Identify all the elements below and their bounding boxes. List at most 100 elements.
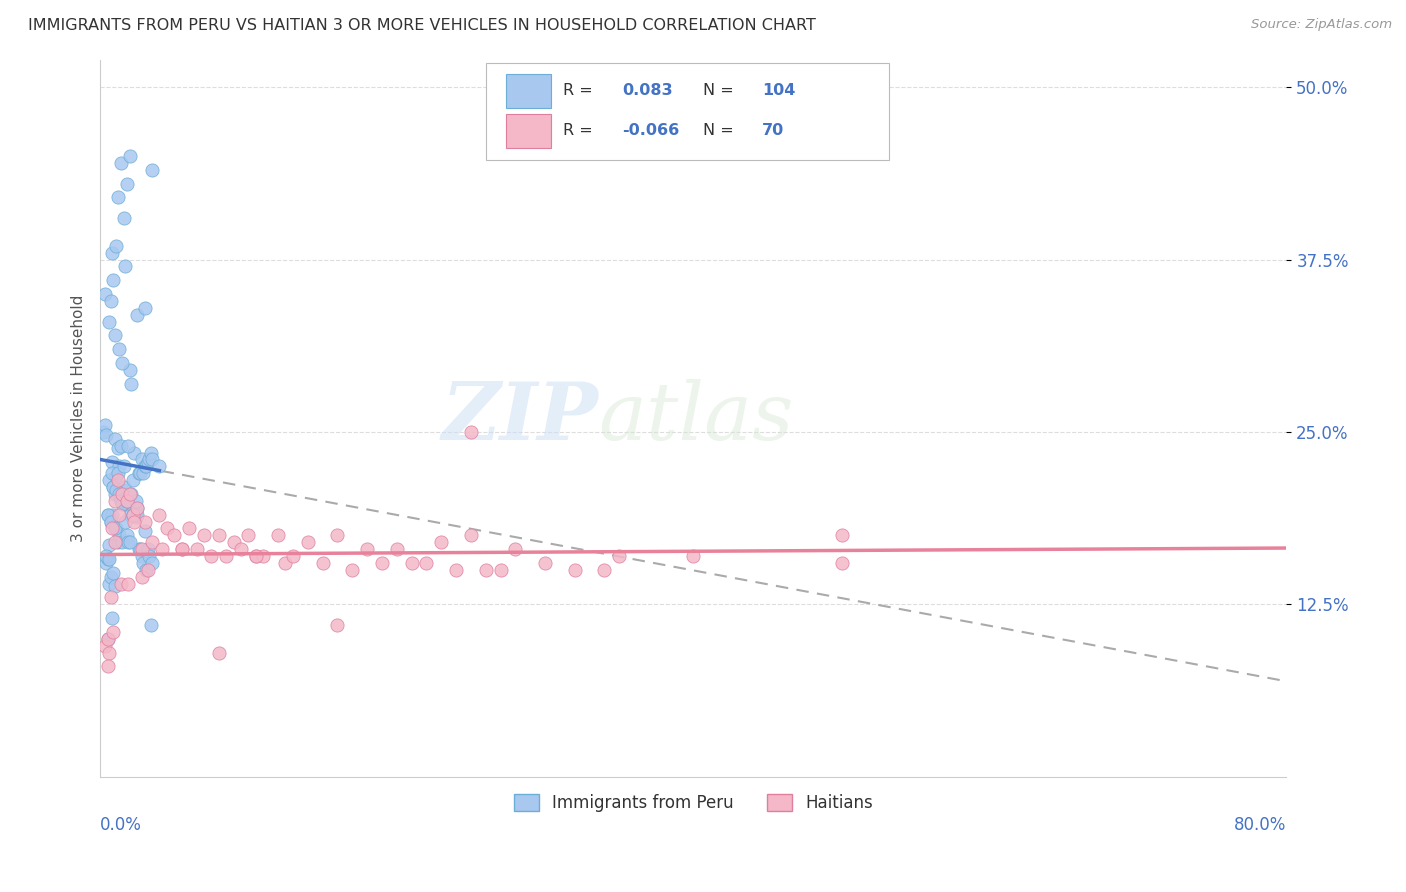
Point — [98, 551, 121, 566]
Point — [163, 528, 186, 542]
Point — [94, 427, 117, 442]
Point — [128, 542, 150, 557]
Point — [115, 493, 138, 508]
Point — [136, 563, 159, 577]
Point — [100, 293, 122, 308]
Point — [101, 467, 124, 481]
Point — [100, 515, 122, 529]
Text: R =: R = — [562, 123, 592, 138]
Text: 70: 70 — [762, 123, 785, 138]
Point — [131, 452, 153, 467]
Point — [245, 549, 267, 563]
Point — [460, 425, 482, 439]
Point — [200, 549, 222, 563]
Point — [415, 556, 437, 570]
Point — [114, 497, 136, 511]
Text: R =: R = — [562, 83, 592, 98]
FancyBboxPatch shape — [485, 63, 889, 160]
Point — [111, 356, 134, 370]
Point — [127, 500, 149, 515]
Point — [103, 480, 125, 494]
Point — [120, 376, 142, 391]
Point — [103, 566, 125, 580]
Y-axis label: 3 or more Vehicles in Household: 3 or more Vehicles in Household — [72, 294, 86, 541]
Point — [385, 542, 408, 557]
Point — [135, 563, 157, 577]
Point — [93, 417, 115, 432]
Point — [460, 528, 482, 542]
Text: 0.083: 0.083 — [621, 83, 672, 98]
Point — [193, 528, 215, 542]
Point — [112, 480, 135, 494]
Point — [96, 632, 118, 646]
Point — [430, 535, 453, 549]
Point — [444, 563, 467, 577]
Point — [127, 500, 149, 515]
Point — [111, 535, 134, 549]
Point — [229, 542, 252, 557]
Point — [122, 515, 145, 529]
Point — [98, 315, 121, 329]
Point — [118, 363, 141, 377]
Point — [118, 487, 141, 501]
Point — [100, 515, 122, 529]
Point — [98, 576, 121, 591]
Point — [105, 483, 128, 497]
Point — [101, 508, 124, 522]
Point — [831, 528, 853, 542]
Point — [122, 500, 145, 515]
Text: IMMIGRANTS FROM PERU VS HAITIAN 3 OR MORE VEHICLES IN HOUSEHOLD CORRELATION CHAR: IMMIGRANTS FROM PERU VS HAITIAN 3 OR MOR… — [28, 18, 815, 33]
Point — [104, 487, 127, 501]
Point — [152, 542, 174, 557]
Point — [297, 535, 319, 549]
Point — [136, 542, 159, 557]
Point — [125, 493, 148, 508]
Point — [101, 521, 124, 535]
Point — [489, 563, 512, 577]
Point — [121, 508, 143, 522]
Point — [118, 535, 141, 549]
Point — [121, 473, 143, 487]
Point — [534, 556, 557, 570]
Point — [93, 639, 115, 653]
Point — [326, 528, 349, 542]
Point — [117, 576, 139, 591]
Point — [100, 570, 122, 584]
Point — [98, 646, 121, 660]
Point — [122, 445, 145, 459]
Point — [135, 459, 157, 474]
Text: 104: 104 — [762, 83, 796, 98]
Point — [311, 556, 333, 570]
Point — [138, 452, 160, 467]
Point — [128, 467, 150, 481]
Point — [107, 535, 129, 549]
Point — [156, 521, 179, 535]
Point — [98, 538, 121, 552]
Point — [170, 542, 193, 557]
Point — [94, 556, 117, 570]
Point — [91, 425, 114, 439]
Point — [120, 487, 142, 501]
Point — [136, 455, 159, 469]
Point — [186, 542, 208, 557]
Point — [148, 508, 170, 522]
Point — [108, 459, 131, 474]
Point — [222, 535, 245, 549]
Point — [177, 521, 200, 535]
Point — [104, 521, 127, 535]
Point — [111, 483, 134, 497]
Point — [139, 445, 162, 459]
Point — [141, 452, 163, 467]
Point — [101, 611, 124, 625]
Point — [112, 459, 135, 474]
Point — [831, 556, 853, 570]
Point — [110, 156, 132, 170]
Point — [121, 508, 143, 522]
Point — [96, 632, 118, 646]
Point — [101, 245, 124, 260]
FancyBboxPatch shape — [506, 114, 551, 148]
Point — [281, 549, 304, 563]
Point — [108, 508, 131, 522]
Point — [134, 524, 156, 538]
Point — [101, 455, 124, 469]
